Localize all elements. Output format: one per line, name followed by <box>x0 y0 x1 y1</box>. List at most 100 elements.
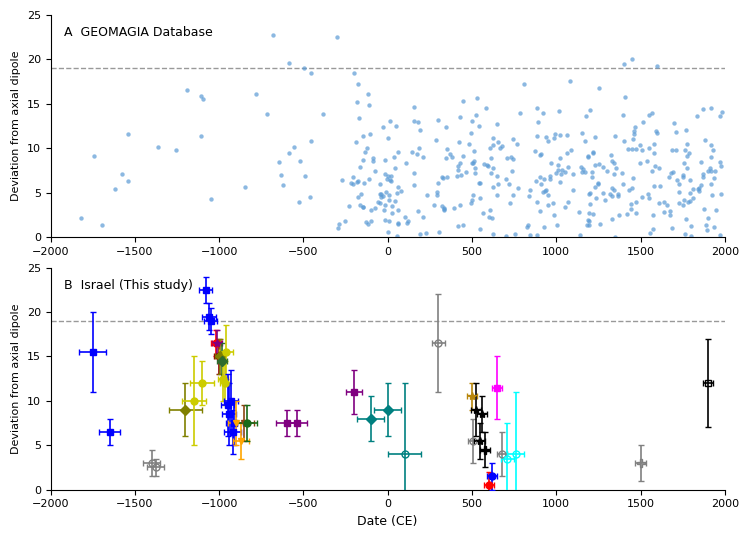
Point <box>531 197 543 206</box>
Point <box>705 166 717 175</box>
Point <box>634 158 646 167</box>
Point <box>417 213 429 222</box>
Point <box>604 189 616 198</box>
Point <box>679 196 691 204</box>
Point <box>583 221 595 230</box>
Point <box>431 191 443 199</box>
Point <box>582 216 594 225</box>
Point <box>392 219 404 228</box>
Point <box>359 148 371 157</box>
Point <box>96 221 108 230</box>
Point <box>584 189 596 197</box>
Point <box>559 203 571 211</box>
Point <box>507 135 519 143</box>
Point <box>469 169 481 177</box>
Point <box>705 104 717 113</box>
Point <box>478 160 490 168</box>
Point <box>648 140 660 148</box>
Point <box>617 180 629 189</box>
Point <box>457 221 469 230</box>
Point <box>685 231 697 240</box>
Point <box>631 144 643 153</box>
Point <box>562 130 574 139</box>
Point <box>375 193 387 202</box>
Point <box>652 198 664 207</box>
Point <box>554 154 566 162</box>
Point <box>494 144 506 153</box>
Point <box>392 205 404 214</box>
Point <box>589 133 601 142</box>
Point <box>650 162 662 170</box>
Point <box>561 149 573 158</box>
Point <box>438 204 450 213</box>
Point <box>454 158 466 167</box>
Point <box>491 191 503 199</box>
Point <box>466 199 478 208</box>
Point <box>355 190 367 198</box>
Point <box>433 115 445 124</box>
Point <box>458 152 470 161</box>
Point <box>552 165 564 174</box>
Point <box>643 144 655 153</box>
Point <box>618 137 630 146</box>
Point <box>382 175 394 183</box>
Point <box>597 163 609 172</box>
Point <box>574 163 586 171</box>
Point <box>653 164 665 172</box>
Point <box>520 223 532 232</box>
Point <box>697 170 709 179</box>
Point <box>700 226 712 234</box>
Point <box>677 172 689 181</box>
Point <box>681 151 693 160</box>
Point <box>332 224 344 232</box>
Point <box>578 164 590 173</box>
Point <box>436 174 448 182</box>
Point <box>485 154 497 162</box>
Point <box>534 150 546 159</box>
Point <box>671 176 683 184</box>
Point <box>466 159 478 168</box>
Point <box>367 154 379 162</box>
Point <box>354 201 366 210</box>
Point <box>250 89 262 98</box>
Point <box>336 176 348 184</box>
Point <box>116 170 128 179</box>
Point <box>195 132 207 140</box>
Point <box>584 216 596 225</box>
Point <box>539 186 551 195</box>
Point <box>275 171 287 179</box>
Point <box>386 202 398 210</box>
Point <box>646 108 658 117</box>
Point <box>197 95 209 103</box>
Point <box>261 110 273 119</box>
Point <box>650 126 662 135</box>
Point <box>439 205 451 214</box>
Point <box>622 145 634 154</box>
Point <box>408 169 420 177</box>
Point <box>674 179 686 188</box>
Point <box>564 77 576 86</box>
Point <box>364 130 376 139</box>
Point <box>331 33 343 42</box>
Point <box>531 104 543 113</box>
Point <box>580 112 592 120</box>
Point <box>170 146 182 155</box>
Point <box>452 221 464 230</box>
Point <box>348 68 360 77</box>
Point <box>641 190 653 198</box>
Point <box>352 177 364 186</box>
Point <box>345 178 357 187</box>
Point <box>292 198 304 206</box>
Point <box>638 118 650 127</box>
Point <box>658 208 670 216</box>
Point <box>475 224 487 233</box>
Point <box>674 198 686 207</box>
Point <box>358 203 370 211</box>
Point <box>401 218 413 227</box>
Point <box>75 214 87 223</box>
Point <box>384 116 396 125</box>
Point <box>414 126 426 134</box>
Point <box>592 179 604 188</box>
Point <box>677 201 689 209</box>
Point <box>383 196 395 204</box>
